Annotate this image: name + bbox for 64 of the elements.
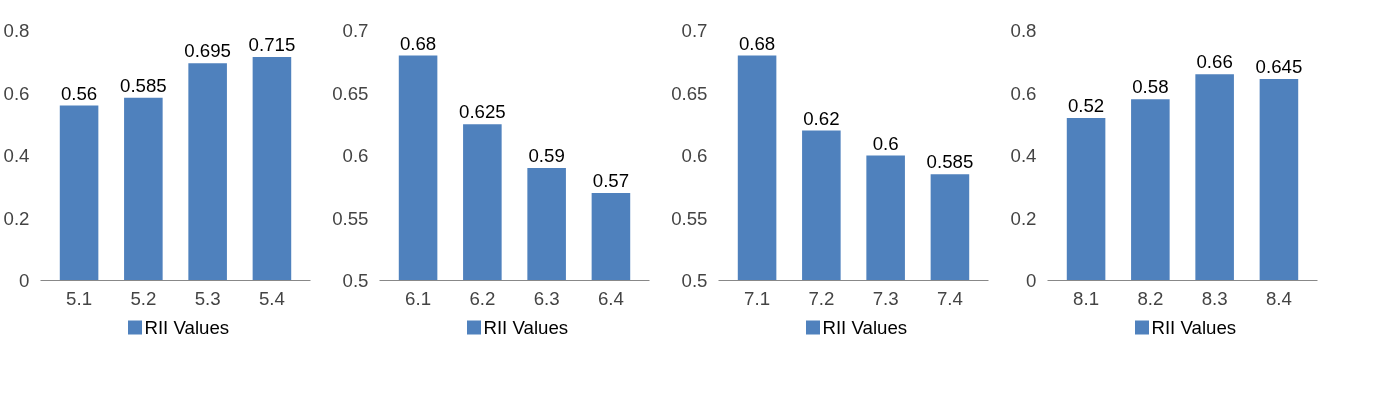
data-label: 0.68 (738, 32, 776, 54)
x-tick-label: 6.4 (597, 287, 624, 309)
y-tick-label: 0.65 (332, 82, 369, 104)
y-tick-label: 0.6 (681, 145, 708, 166)
data-label: 0.695 (184, 40, 231, 62)
x-tick-label: 8.1 (1073, 287, 1100, 309)
y-tick-label: 0.7 (681, 20, 708, 41)
data-label: 0.59 (528, 145, 565, 166)
x-tick-label: 5.4 (258, 287, 285, 309)
y-tick-label: 0.5 (342, 270, 369, 291)
x-tick-label: 7.3 (872, 287, 899, 309)
bar (124, 97, 163, 281)
data-label: 0.68 (399, 32, 437, 54)
bar (59, 105, 99, 281)
data-label: 0.715 (248, 34, 296, 56)
x-tick-label: 5.1 (66, 287, 93, 309)
data-label: 0.58 (1132, 76, 1169, 98)
legend-label: RII Values (822, 317, 908, 338)
legend-label: RII Values (144, 317, 230, 338)
y-tick-label: 0.4 (3, 145, 30, 166)
data-label: 0.585 (120, 74, 167, 96)
y-tick-label: 0.65 (671, 82, 708, 104)
data-label: 0.52 (1067, 95, 1105, 116)
data-label: 0.57 (592, 170, 630, 191)
y-tick-label: 0.8 (1010, 20, 1037, 41)
x-tick-label: 7.4 (936, 287, 963, 309)
y-tick-label: 0.4 (1010, 145, 1037, 166)
y-tick-label: 0.6 (1010, 82, 1037, 104)
y-tick-label: 0 (19, 270, 30, 291)
x-tick-label: 5.2 (130, 287, 157, 309)
x-tick-label: 7.2 (808, 287, 835, 309)
y-tick-label: 0.2 (3, 207, 30, 229)
y-tick-label: 0 (1026, 270, 1037, 291)
y-tick-label: 0.5 (681, 270, 708, 291)
data-label: 0.625 (459, 101, 506, 123)
x-tick-label: 8.4 (1265, 287, 1292, 309)
data-label: 0.645 (1255, 55, 1303, 77)
y-tick-label: 0.2 (1010, 207, 1037, 229)
y-tick-label: 0.55 (332, 207, 369, 229)
legend-label: RII Values (483, 317, 569, 338)
y-tick-label: 0.6 (3, 82, 30, 104)
data-label: 0.56 (60, 82, 98, 104)
data-label: 0.66 (1196, 51, 1233, 73)
bar (188, 63, 227, 281)
legend-label: RII Values (1151, 317, 1237, 338)
bar (1195, 74, 1234, 281)
bar (1066, 118, 1106, 281)
y-tick-label: 0.55 (671, 207, 708, 229)
bar (1131, 99, 1170, 281)
x-tick-label: 6.3 (533, 287, 560, 309)
bar (1259, 78, 1299, 281)
x-tick-label: 6.2 (469, 287, 496, 309)
data-label: 0.62 (803, 107, 840, 129)
x-tick-label: 6.1 (405, 287, 432, 309)
data-label: 0.6 (872, 132, 899, 154)
bar (252, 57, 292, 281)
x-tick-label: 7.1 (744, 287, 771, 309)
data-label: 0.585 (926, 151, 974, 173)
y-tick-label: 0.8 (3, 20, 30, 41)
x-tick-label: 5.3 (194, 287, 221, 309)
y-tick-label: 0.7 (342, 20, 369, 41)
x-tick-label: 8.3 (1201, 287, 1228, 309)
y-tick-label: 0.6 (342, 145, 369, 166)
x-tick-label: 8.2 (1137, 287, 1164, 309)
